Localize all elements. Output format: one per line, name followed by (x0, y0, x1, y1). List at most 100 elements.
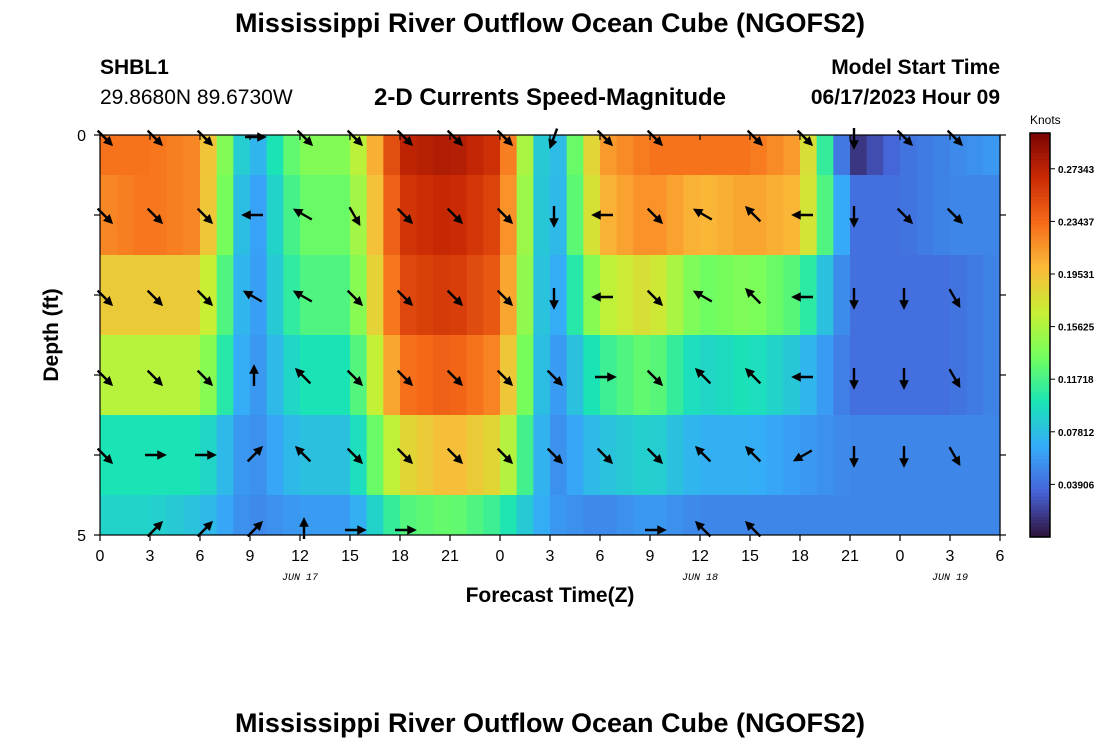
colorbar-segment (1030, 331, 1050, 336)
model-start-value: 06/17/2023 Hour 09 (810, 86, 1000, 109)
colorbar-segment (1030, 506, 1050, 511)
current-arrow (948, 288, 961, 309)
heatmap-cells (100, 135, 1001, 536)
colorbar-segment (1030, 526, 1050, 531)
current-arrow (242, 290, 263, 303)
heatmap-cell (283, 135, 301, 176)
colorbar-segment (1030, 213, 1050, 218)
heatmap-cell (516, 495, 534, 536)
heatmap-cell (316, 255, 334, 336)
heatmap-cell (766, 335, 784, 416)
colorbar-segment (1030, 520, 1050, 525)
station-id: SHBL1 (100, 56, 169, 79)
current-arrow (596, 447, 614, 465)
colorbar-segment (1030, 446, 1050, 451)
current-arrow (446, 447, 464, 465)
heatmap-cell (666, 135, 684, 176)
colorbar-segment (1030, 483, 1050, 488)
current-arrow (496, 369, 514, 387)
heatmap-cell (866, 335, 884, 416)
colorbar-segment (1030, 476, 1050, 481)
heatmap-cell (700, 255, 718, 336)
heatmap-cell (316, 335, 334, 416)
heatmap-cell (900, 415, 918, 496)
heatmap-cell (933, 415, 951, 496)
heatmap-cell (766, 135, 784, 176)
heatmap-cell (566, 495, 584, 536)
heatmap-cell (816, 255, 834, 336)
current-arrow (548, 128, 559, 150)
heatmap-cell (166, 335, 184, 416)
current-arrow (792, 449, 813, 462)
heatmap-cell (483, 335, 501, 416)
heatmap-cell (850, 495, 868, 536)
heatmap-cell (466, 175, 484, 256)
current-arrow (744, 520, 762, 538)
current-arrow (446, 289, 464, 307)
heatmap-cell (350, 175, 368, 256)
heatmap-cell (416, 255, 434, 336)
colorbar-segment (1030, 153, 1050, 158)
heatmap-cell (316, 415, 334, 496)
heatmap-cell (783, 335, 801, 416)
chart-title: Mississippi River Outflow Ocean Cube (NG… (234, 8, 866, 38)
current-arrow (196, 289, 214, 307)
heatmap-cell (683, 335, 701, 416)
heatmap-cell (133, 495, 151, 536)
heatmap-cell (283, 335, 301, 416)
current-arrow (196, 520, 214, 538)
colorbar-segment (1030, 412, 1050, 417)
heatmap-cell (250, 255, 268, 336)
heatmap-cell (466, 135, 484, 176)
heatmap-cell (850, 135, 868, 176)
heatmap-cell (266, 135, 284, 176)
heatmap-cell (816, 175, 834, 256)
heatmap-cell (333, 255, 351, 336)
colorbar-segment (1030, 388, 1050, 393)
colorbar-segment (1030, 186, 1050, 191)
current-arrow (948, 446, 961, 467)
colorbar-segment (1030, 277, 1050, 282)
heatmap-cell (266, 175, 284, 256)
colorbar-segment (1030, 398, 1050, 403)
current-arrow (694, 445, 712, 463)
heatmap-cell (183, 255, 201, 336)
heatmap-cell (183, 135, 201, 176)
heatmap-cell (933, 495, 951, 536)
heatmap-cell (483, 415, 501, 496)
heatmap-cell (950, 495, 968, 536)
colorbar-segment (1030, 422, 1050, 427)
heatmap-cell (233, 135, 251, 176)
current-arrow (646, 369, 664, 387)
colorbar-frame (1029, 132, 1051, 538)
heatmap-cell (283, 255, 301, 336)
x-tick-label: 6 (996, 548, 1005, 565)
heatmap-cell (966, 255, 984, 336)
colorbar-segment (1030, 348, 1050, 353)
colorbar-segment (1030, 503, 1050, 508)
current-arrow (292, 208, 313, 221)
heatmap-cell (400, 335, 418, 416)
heatmap-cell (366, 175, 384, 256)
colorbar-segment (1030, 466, 1050, 471)
y-tick-label: 5 (77, 528, 86, 545)
current-arrow (744, 445, 762, 463)
heatmap-cell (116, 415, 134, 496)
heatmap-cell (716, 495, 734, 536)
heatmap-cell (533, 135, 551, 176)
heatmap-cell (600, 255, 618, 336)
heatmap-cell (616, 135, 634, 176)
current-arrow (896, 207, 914, 225)
heatmap-cell (633, 415, 651, 496)
heatmap-cell (983, 175, 1001, 256)
current-arrow (646, 207, 664, 225)
date-label: JUN 19 (932, 573, 968, 584)
colorbar-segment (1030, 486, 1050, 491)
current-arrow (196, 369, 214, 387)
heatmap-cell (916, 175, 934, 256)
heatmap-cell (150, 495, 168, 536)
colorbar-segment (1030, 510, 1050, 515)
heatmap-cell (766, 495, 784, 536)
heatmap-cell (583, 255, 601, 336)
colorbar-segment (1030, 318, 1050, 323)
